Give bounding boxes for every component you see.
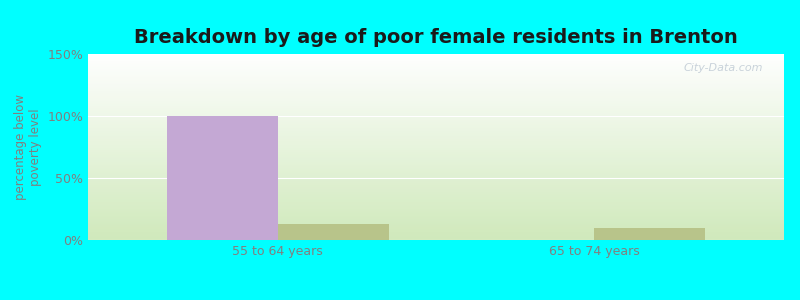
Y-axis label: percentage below
poverty level: percentage below poverty level xyxy=(14,94,42,200)
Bar xyxy=(167,116,278,240)
Text: City-Data.com: City-Data.com xyxy=(684,63,763,73)
Title: Breakdown by age of poor female residents in Brenton: Breakdown by age of poor female resident… xyxy=(134,28,738,47)
Bar xyxy=(278,224,389,240)
Bar xyxy=(594,228,705,240)
